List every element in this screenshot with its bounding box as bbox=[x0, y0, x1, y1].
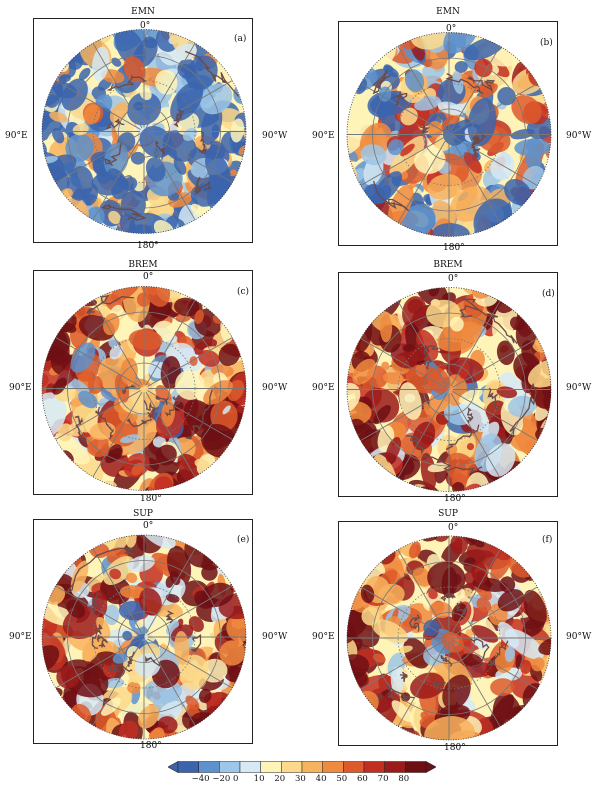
colorbar-tick-label: 70 bbox=[377, 774, 389, 784]
lon-label-left-a: 90°E bbox=[5, 131, 28, 141]
colorbar-swatch bbox=[219, 761, 241, 773]
lon-label-top-c: 0° bbox=[143, 272, 154, 282]
lon-label-left-b: 90°E bbox=[312, 131, 335, 141]
colorbar-swatch bbox=[198, 761, 220, 773]
panel-label-c: (c) bbox=[237, 287, 250, 297]
lon-label-top-e: 0° bbox=[143, 521, 154, 531]
lon-label-left-c: 90°E bbox=[9, 383, 32, 393]
map-panel-e bbox=[33, 519, 253, 744]
panel-title-f: SUP bbox=[438, 509, 458, 519]
map-panel-b bbox=[338, 21, 558, 246]
polar-map-d bbox=[346, 287, 552, 492]
colorbar-swatch bbox=[281, 761, 303, 773]
lon-label-bottom-d: 180° bbox=[444, 494, 466, 504]
field-f bbox=[347, 536, 551, 740]
panel-label-f: (f) bbox=[542, 535, 553, 545]
colorbar-tick-label: 20 bbox=[274, 774, 286, 784]
lon-label-left-f: 90°E bbox=[312, 632, 335, 642]
colorbar-swatch bbox=[177, 761, 199, 773]
colorbar-tick-label: 60 bbox=[357, 774, 368, 784]
colorbar-tick-label: 40 bbox=[315, 774, 327, 784]
polar-map-a bbox=[41, 29, 247, 234]
colorbar-swatch bbox=[363, 761, 385, 773]
lon-label-right-e: 90°W bbox=[262, 632, 288, 642]
colorbar-tick-label: 50 bbox=[336, 774, 348, 784]
polar-map-b bbox=[346, 32, 552, 237]
polar-map-c bbox=[41, 286, 247, 491]
lon-label-right-f: 90°W bbox=[566, 632, 592, 642]
colorbar-tick-label: −20 bbox=[212, 774, 231, 784]
field-b bbox=[347, 32, 551, 237]
map-panel-a bbox=[33, 18, 253, 243]
colorbar-swatch bbox=[239, 761, 261, 773]
colorbar-tick-label: 80 bbox=[398, 774, 410, 784]
lon-label-right-c: 90°W bbox=[262, 383, 288, 393]
lon-label-top-d: 0° bbox=[448, 274, 459, 284]
panel-label-e: (e) bbox=[237, 535, 250, 545]
colorbar-swatch bbox=[405, 761, 427, 773]
polar-map-f bbox=[346, 535, 552, 741]
panel-label-d: (d) bbox=[542, 289, 555, 299]
field-c bbox=[42, 286, 246, 491]
colorbar-tick-label: 0 bbox=[233, 774, 239, 784]
colorbar bbox=[168, 761, 436, 773]
colorbar-swatch bbox=[301, 761, 323, 773]
lon-label-bottom-f: 180° bbox=[444, 743, 466, 753]
lon-label-right-a: 90°W bbox=[262, 131, 288, 141]
map-panel-c bbox=[33, 270, 253, 495]
lon-label-right-b: 90°W bbox=[566, 131, 592, 141]
colorbar-swatch bbox=[322, 761, 344, 773]
panel-title-c: BREM bbox=[128, 260, 158, 270]
lon-label-top-b: 0° bbox=[446, 24, 457, 34]
field-d bbox=[347, 287, 551, 492]
panel-title-a: EMN bbox=[131, 7, 155, 17]
lon-label-bottom-a: 180° bbox=[137, 241, 159, 251]
field-e bbox=[42, 535, 246, 739]
colorbar-tick-label: −40 bbox=[191, 774, 210, 784]
colorbar-swatch bbox=[343, 761, 365, 773]
panel-title-d: BREM bbox=[433, 260, 463, 270]
map-panel-d bbox=[338, 272, 558, 497]
lon-label-top-a: 0° bbox=[140, 21, 151, 31]
colorbar-tick-label: 10 bbox=[253, 774, 265, 784]
panel-title-b: EMN bbox=[436, 7, 460, 17]
lon-label-bottom-c: 180° bbox=[140, 494, 162, 504]
polar-map-e bbox=[41, 534, 247, 740]
lon-label-left-d: 90°E bbox=[312, 383, 335, 393]
lon-label-bottom-b: 180° bbox=[443, 243, 465, 253]
panel-title-e: SUP bbox=[133, 509, 153, 519]
lon-label-right-d: 90°W bbox=[566, 383, 592, 393]
panel-label-a: (a) bbox=[234, 34, 247, 44]
colorbar-swatch bbox=[384, 761, 406, 773]
map-panel-f bbox=[338, 521, 558, 746]
lon-label-left-e: 90°E bbox=[9, 632, 32, 642]
colorbar-tick-label: 30 bbox=[295, 774, 306, 784]
lon-label-top-f: 0° bbox=[448, 523, 459, 533]
colorbar-swatch bbox=[260, 761, 282, 773]
panel-label-b: (b) bbox=[540, 38, 553, 48]
field-a bbox=[42, 29, 246, 234]
lon-label-bottom-e: 180° bbox=[140, 741, 162, 751]
